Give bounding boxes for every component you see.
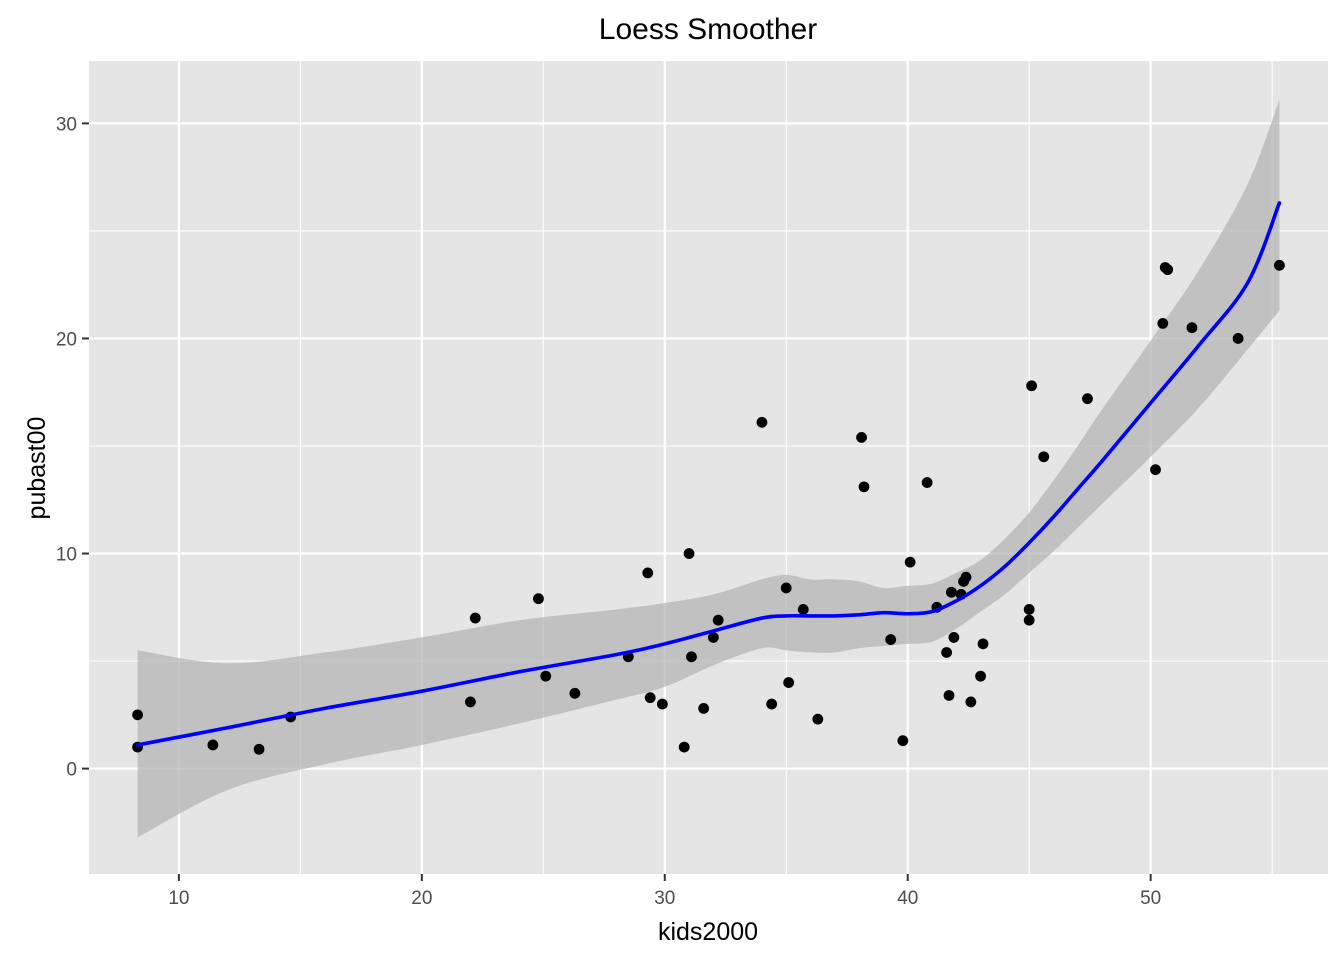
- data-point: [712, 614, 724, 626]
- data-point: [1023, 604, 1035, 615]
- data-point: [1082, 393, 1093, 405]
- data-point: [1026, 380, 1038, 392]
- data-point: [1186, 322, 1198, 334]
- data-point: [797, 604, 809, 615]
- data-point: [644, 692, 656, 704]
- data-point: [756, 416, 768, 428]
- data-point: [783, 677, 795, 688]
- data-point: [707, 632, 719, 643]
- data-point: [1038, 451, 1050, 463]
- data-point: [1150, 464, 1161, 476]
- data-point: [1023, 614, 1035, 626]
- x-axis-label: kids2000: [658, 918, 758, 946]
- chart-title: Loess Smoother: [599, 13, 817, 46]
- data-point: [780, 582, 792, 594]
- y-tick-label: 0: [66, 760, 77, 781]
- data-point: [1274, 259, 1285, 271]
- data-point: [656, 698, 668, 710]
- data-point: [975, 670, 986, 682]
- data-point: [921, 477, 933, 488]
- data-point: [132, 709, 143, 721]
- x-tick-label: 10: [168, 888, 189, 909]
- data-point: [977, 638, 989, 650]
- data-point: [465, 696, 476, 708]
- x-tick-label: 40: [897, 888, 918, 909]
- y-axis-label: pubast00: [23, 417, 51, 520]
- y-tick-label: 30: [56, 114, 77, 135]
- x-tick-label: 50: [1140, 888, 1161, 909]
- loess-line: [135, 201, 1282, 747]
- x-tick-label: 30: [654, 888, 675, 909]
- data-point: [1232, 333, 1244, 344]
- data-point: [965, 696, 977, 708]
- data-point: [885, 634, 897, 645]
- data-point: [946, 586, 957, 598]
- data-point: [1157, 317, 1169, 329]
- data-point: [856, 431, 867, 443]
- y-tick-label: 10: [56, 545, 77, 566]
- y-tick-label: 20: [56, 329, 77, 350]
- data-point: [533, 593, 544, 605]
- data-point: [1162, 264, 1174, 276]
- data-point: [686, 651, 697, 663]
- data-point: [812, 713, 824, 725]
- data-point: [960, 571, 972, 583]
- data-point: [469, 612, 481, 624]
- data-point: [253, 743, 265, 755]
- data-point: [858, 481, 870, 493]
- data-point: [678, 741, 690, 753]
- x-tick-label: 20: [411, 888, 432, 909]
- data-point: [948, 632, 960, 643]
- tick-labels: 10 20 30 40 50 0 10 20 30: [56, 114, 1161, 909]
- data-point: [941, 647, 952, 658]
- data-point: [207, 739, 219, 751]
- data-point: [569, 687, 581, 699]
- data-point: [642, 567, 654, 579]
- data-point: [698, 702, 710, 714]
- data-point: [897, 735, 909, 747]
- data-point: [540, 670, 552, 682]
- data-point: [766, 698, 778, 710]
- data-point: [683, 548, 695, 559]
- axis-ticks: [82, 122, 1152, 881]
- confidence-ribbon: [137, 99, 1280, 838]
- data-point: [904, 556, 916, 568]
- data-point: [943, 690, 955, 701]
